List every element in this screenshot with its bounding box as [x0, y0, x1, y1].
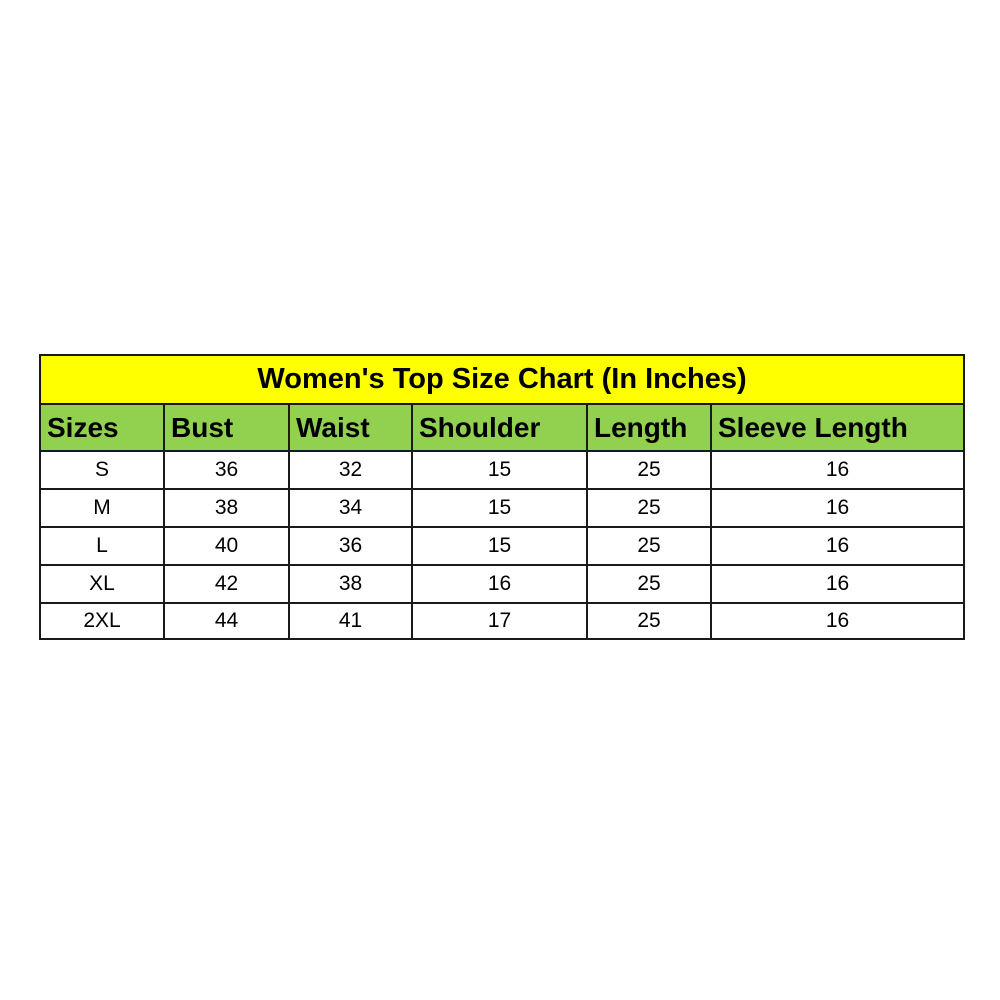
size-chart-table: Women's Top Size Chart (In Inches) Sizes…	[38, 354, 966, 640]
cell-sleeve-length: 16	[709, 602, 966, 640]
cell-length: 25	[586, 526, 712, 566]
header-row: Sizes Bust Waist Shoulder Length Sleeve …	[39, 403, 966, 452]
cell-waist: 38	[288, 564, 413, 604]
table-body: S 36 32 15 25 16 M 38 34 15 25 16 L 40 36 15 25 16 XL 42 38 1…	[39, 450, 966, 640]
cell-size: M	[39, 488, 165, 528]
cell-waist: 36	[288, 526, 413, 566]
cell-sleeve-length: 16	[709, 488, 966, 528]
cell-length: 25	[586, 564, 712, 604]
column-header-sizes: Sizes	[39, 403, 165, 452]
cell-bust: 38	[163, 488, 290, 528]
table-row: L 40 36 15 25 16	[39, 526, 966, 566]
table-row: S 36 32 15 25 16	[39, 450, 966, 490]
cell-waist: 34	[288, 488, 413, 528]
cell-shoulder: 15	[411, 526, 588, 566]
cell-sleeve-length: 16	[709, 450, 966, 490]
cell-length: 25	[586, 602, 712, 640]
cell-bust: 36	[163, 450, 290, 490]
cell-sleeve-length: 16	[709, 526, 966, 566]
cell-bust: 40	[163, 526, 290, 566]
cell-size: XL	[39, 564, 165, 604]
table-row: M 38 34 15 25 16	[39, 488, 966, 528]
table-title: Women's Top Size Chart (In Inches)	[38, 354, 966, 405]
cell-size: 2XL	[39, 602, 165, 640]
table-row: XL 42 38 16 25 16	[39, 564, 966, 604]
cell-shoulder: 15	[411, 488, 588, 528]
cell-shoulder: 15	[411, 450, 588, 490]
cell-sleeve-length: 16	[709, 564, 966, 604]
column-header-bust: Bust	[163, 403, 290, 452]
cell-waist: 32	[288, 450, 413, 490]
column-header-shoulder: Shoulder	[411, 403, 588, 452]
table-row: 2XL 44 41 17 25 16	[39, 602, 966, 640]
cell-bust: 42	[163, 564, 290, 604]
column-header-length: Length	[586, 403, 712, 452]
column-header-waist: Waist	[288, 403, 413, 452]
cell-shoulder: 17	[411, 602, 588, 640]
cell-length: 25	[586, 488, 712, 528]
cell-shoulder: 16	[411, 564, 588, 604]
cell-bust: 44	[163, 602, 290, 640]
title-row: Women's Top Size Chart (In Inches)	[38, 354, 966, 405]
column-header-sleeve-length: Sleeve Length	[709, 403, 966, 452]
cell-waist: 41	[288, 602, 413, 640]
cell-size: S	[39, 450, 165, 490]
cell-length: 25	[586, 450, 712, 490]
cell-size: L	[39, 526, 165, 566]
